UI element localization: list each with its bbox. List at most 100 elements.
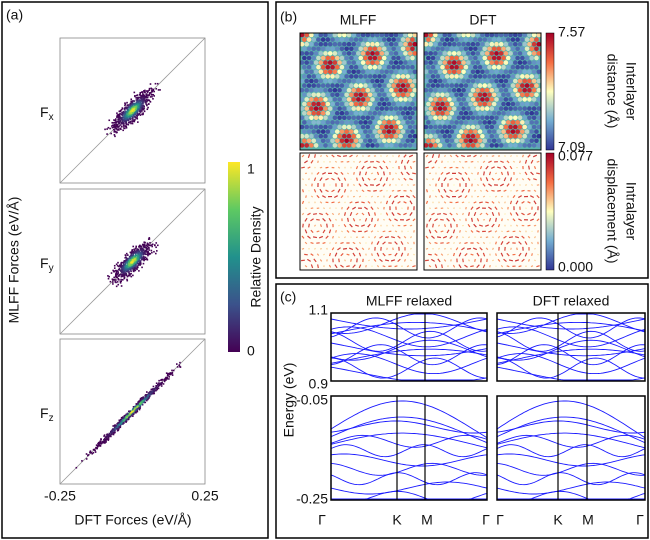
displacement-arrow — [482, 252, 486, 257]
map-cell — [403, 97, 408, 102]
map-cell — [349, 101, 354, 107]
map-cell — [517, 97, 523, 102]
scatter-point — [123, 415, 126, 417]
map-cell — [334, 37, 340, 42]
displacement-arrow — [389, 183, 391, 187]
map-cell — [316, 120, 321, 125]
scatter-point — [128, 265, 131, 267]
map-cell — [384, 51, 389, 56]
scatter-point — [125, 418, 128, 421]
scatter-point — [134, 409, 136, 412]
map-cell — [522, 133, 527, 139]
scatter-point — [131, 101, 134, 104]
map-cell — [398, 133, 404, 139]
scatter-point — [118, 267, 121, 270]
band-plot — [330, 312, 488, 382]
column-title: DFT — [469, 12, 497, 28]
displacement-arrow — [331, 201, 335, 204]
scatter-point — [92, 452, 95, 454]
map-cell — [353, 83, 359, 88]
scatter-point — [158, 379, 160, 382]
map-cell — [306, 64, 312, 70]
scatter-point — [120, 423, 122, 426]
map-cell — [304, 51, 310, 56]
map-cell — [468, 74, 473, 79]
scatter-point — [140, 106, 143, 108]
displacement-arrow — [386, 189, 388, 192]
displacement-arrow — [394, 265, 398, 268]
scatter-point — [153, 90, 155, 93]
displacement-arrow — [365, 264, 367, 268]
scatter-point — [119, 269, 121, 271]
displacement-arrow — [485, 236, 489, 239]
scatter-point — [109, 127, 111, 130]
map-cell — [487, 110, 492, 116]
map-cell — [391, 138, 396, 144]
displacement-arrow — [482, 264, 486, 269]
map-cell — [473, 74, 478, 79]
map-cell — [463, 101, 469, 107]
band — [496, 313, 646, 334]
scatter-point — [132, 100, 134, 102]
scatter-point — [119, 117, 122, 120]
scatter-point — [126, 101, 128, 104]
displacement-arrow — [313, 189, 317, 193]
displacement-arrow — [326, 223, 328, 228]
map-cell — [325, 74, 331, 79]
map-cell — [470, 115, 476, 121]
displacement-arrow — [358, 264, 362, 269]
displacement-arrow — [352, 264, 356, 269]
map-cell — [527, 87, 532, 93]
scatter-point — [134, 260, 137, 263]
map-cell — [370, 32, 375, 38]
scatter-point — [128, 121, 131, 124]
map-cell — [325, 64, 331, 70]
displacement-arrow — [317, 264, 319, 269]
scatter-point — [122, 114, 124, 116]
scatter-point — [120, 117, 123, 119]
displacement-arrow — [477, 171, 479, 175]
colorbar — [228, 162, 240, 352]
map-cell — [517, 60, 523, 65]
scatter-point — [139, 407, 141, 410]
map-cell — [400, 64, 406, 70]
map-cell — [356, 60, 361, 65]
scatter-point — [178, 364, 181, 366]
map-cell — [372, 138, 378, 144]
map-cell — [435, 74, 441, 79]
map-cell — [344, 46, 349, 52]
map-cell — [435, 120, 441, 125]
map-cell — [339, 74, 345, 79]
displacement-arrow — [365, 253, 367, 256]
map-cell — [379, 60, 385, 65]
scatter-point — [139, 102, 142, 105]
displacement-arrow — [340, 195, 344, 199]
map-cell — [475, 124, 481, 130]
displacement-arrow — [464, 171, 468, 175]
map-cell — [370, 124, 375, 130]
map-cell — [494, 143, 499, 148]
map-cell — [505, 92, 511, 98]
scatter-point — [115, 426, 118, 429]
map-cell — [365, 32, 371, 38]
scatter-point — [139, 263, 142, 265]
scatter-point — [148, 394, 150, 396]
displacement-arrow — [394, 195, 398, 199]
map-cell — [435, 129, 441, 134]
map-cell — [334, 129, 340, 134]
scatter-point — [144, 256, 147, 259]
scatter-point — [129, 104, 132, 107]
map-cell — [522, 51, 527, 56]
map-cell — [318, 124, 324, 130]
displacement-arrow — [446, 217, 450, 222]
scatter-point — [124, 102, 126, 104]
displacement-arrow — [350, 258, 352, 262]
displacement-arrow — [524, 252, 528, 257]
scatter-point — [135, 263, 137, 265]
scatter-point — [118, 419, 121, 422]
map-cell — [505, 138, 511, 144]
map-cell — [327, 69, 333, 75]
map-cell — [501, 46, 506, 52]
map-cell — [384, 41, 389, 47]
map-cell — [491, 129, 497, 134]
